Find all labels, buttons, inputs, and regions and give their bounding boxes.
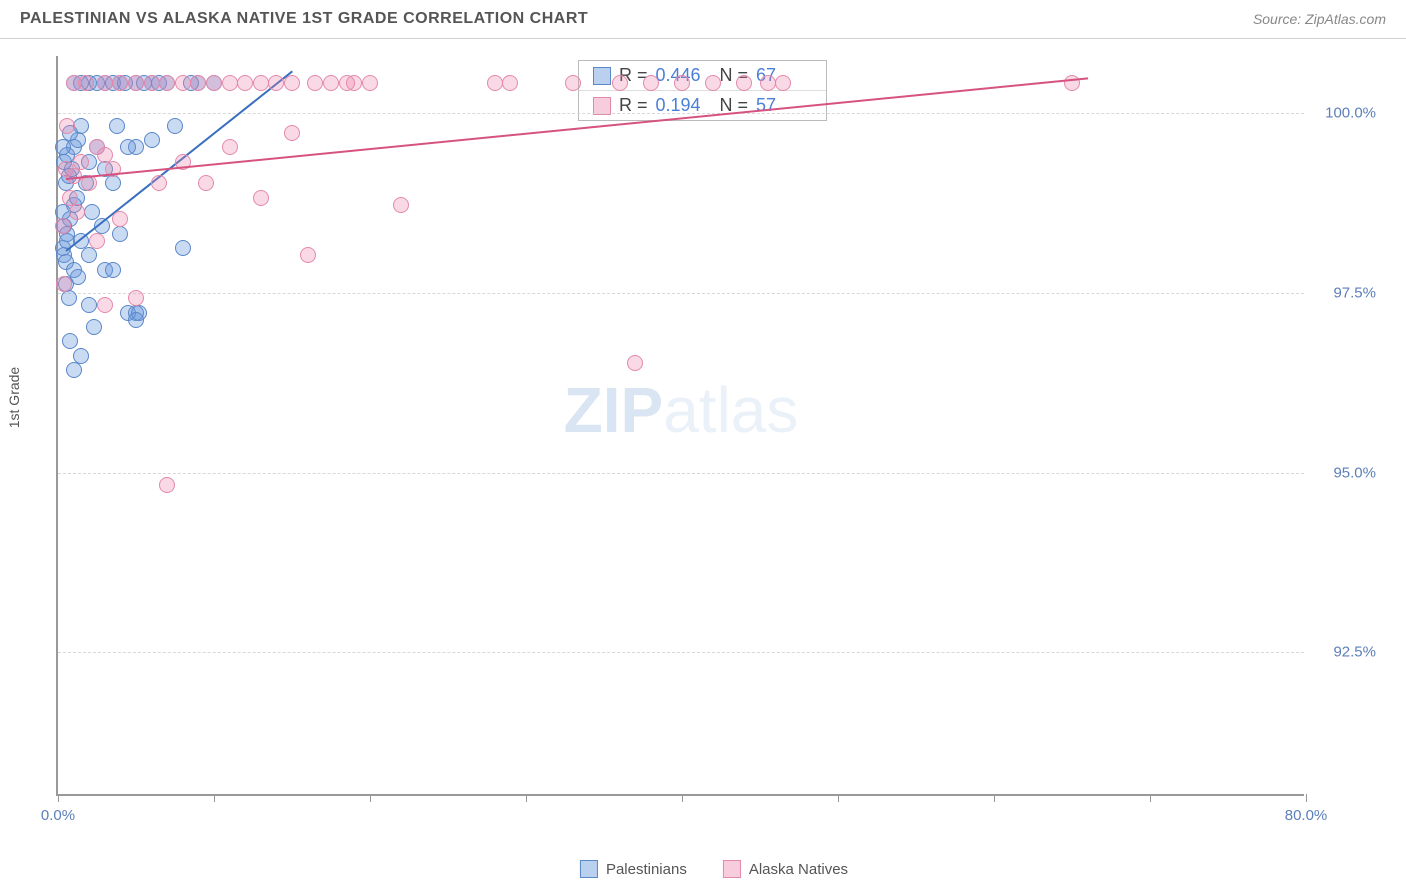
data-point (323, 75, 339, 91)
data-point (198, 175, 214, 191)
watermark: ZIPatlas (564, 373, 799, 447)
data-point (565, 75, 581, 91)
data-point (175, 240, 191, 256)
swatch-icon (593, 97, 611, 115)
chart-container: 1st Grade ZIPatlas R = 0.446 N = 67 R = … (44, 56, 1384, 846)
gridline (58, 652, 1304, 653)
data-point (284, 125, 300, 141)
data-point (362, 75, 378, 91)
data-point (112, 226, 128, 242)
legend-item-series2: Alaska Natives (723, 860, 848, 878)
data-point (86, 319, 102, 335)
chart-title: PALESTINIAN VS ALASKA NATIVE 1ST GRADE C… (20, 10, 588, 28)
data-point (175, 75, 191, 91)
data-point (612, 75, 628, 91)
data-point (62, 333, 78, 349)
x-tick (370, 794, 371, 802)
y-tick-label: 97.5% (1333, 285, 1376, 302)
data-point (73, 348, 89, 364)
data-point (120, 139, 136, 155)
data-point (1064, 75, 1080, 91)
data-point (222, 139, 238, 155)
data-point (167, 118, 183, 134)
x-tick (682, 794, 683, 802)
data-point (105, 175, 121, 191)
x-tick (994, 794, 995, 802)
data-point (487, 75, 503, 91)
data-point (206, 75, 222, 91)
correlation-stats-box: R = 0.446 N = 67 R = 0.194 N = 57 (578, 60, 827, 121)
x-tick-label: 0.0% (41, 807, 75, 824)
y-tick-label: 95.0% (1333, 464, 1376, 481)
x-tick (58, 794, 59, 802)
data-point (237, 75, 253, 91)
swatch-icon (723, 860, 741, 878)
x-tick (1306, 794, 1307, 802)
x-tick (838, 794, 839, 802)
data-point (159, 477, 175, 493)
data-point (112, 211, 128, 227)
data-point (346, 75, 362, 91)
data-point (61, 290, 77, 306)
data-point (97, 297, 113, 313)
data-point (66, 362, 82, 378)
data-point (151, 175, 167, 191)
x-tick (526, 794, 527, 802)
x-tick (214, 794, 215, 802)
chart-header: PALESTINIAN VS ALASKA NATIVE 1ST GRADE C… (0, 0, 1406, 39)
data-point (159, 75, 175, 91)
data-point (253, 190, 269, 206)
data-point (190, 75, 206, 91)
data-point (81, 297, 97, 313)
data-point (59, 118, 75, 134)
swatch-icon (593, 67, 611, 85)
data-point (84, 204, 100, 220)
data-point (78, 75, 94, 91)
data-point (109, 118, 125, 134)
data-point (222, 75, 238, 91)
x-tick-label: 80.0% (1285, 807, 1328, 824)
plot-area: ZIPatlas R = 0.446 N = 67 R = 0.194 N = … (56, 56, 1304, 796)
data-point (144, 132, 160, 148)
data-point (705, 75, 721, 91)
chart-legend: Palestinians Alaska Natives (580, 860, 848, 878)
data-point (268, 75, 284, 91)
data-point (55, 139, 71, 155)
data-point (300, 247, 316, 263)
data-point (128, 75, 144, 91)
gridline (58, 113, 1304, 114)
gridline (58, 293, 1304, 294)
data-point (393, 197, 409, 213)
data-point (643, 75, 659, 91)
y-tick-label: 92.5% (1333, 644, 1376, 661)
data-point (144, 75, 160, 91)
data-point (502, 75, 518, 91)
x-tick (1150, 794, 1151, 802)
data-point (128, 312, 144, 328)
data-point (760, 75, 776, 91)
data-point (112, 75, 128, 91)
data-point (775, 75, 791, 91)
y-axis-label: 1st Grade (6, 367, 22, 428)
source-attribution: Source: ZipAtlas.com (1253, 11, 1386, 27)
data-point (674, 75, 690, 91)
y-tick-label: 100.0% (1325, 105, 1376, 122)
data-point (73, 154, 89, 170)
data-point (81, 247, 97, 263)
data-point (105, 262, 121, 278)
data-point (128, 290, 144, 306)
data-point (307, 75, 323, 91)
data-point (627, 355, 643, 371)
swatch-icon (580, 860, 598, 878)
data-point (97, 75, 113, 91)
data-point (736, 75, 752, 91)
data-point (55, 218, 71, 234)
data-point (69, 204, 85, 220)
gridline (58, 473, 1304, 474)
data-point (253, 75, 269, 91)
legend-item-series1: Palestinians (580, 860, 687, 878)
data-point (284, 75, 300, 91)
data-point (56, 276, 72, 292)
data-point (89, 233, 105, 249)
